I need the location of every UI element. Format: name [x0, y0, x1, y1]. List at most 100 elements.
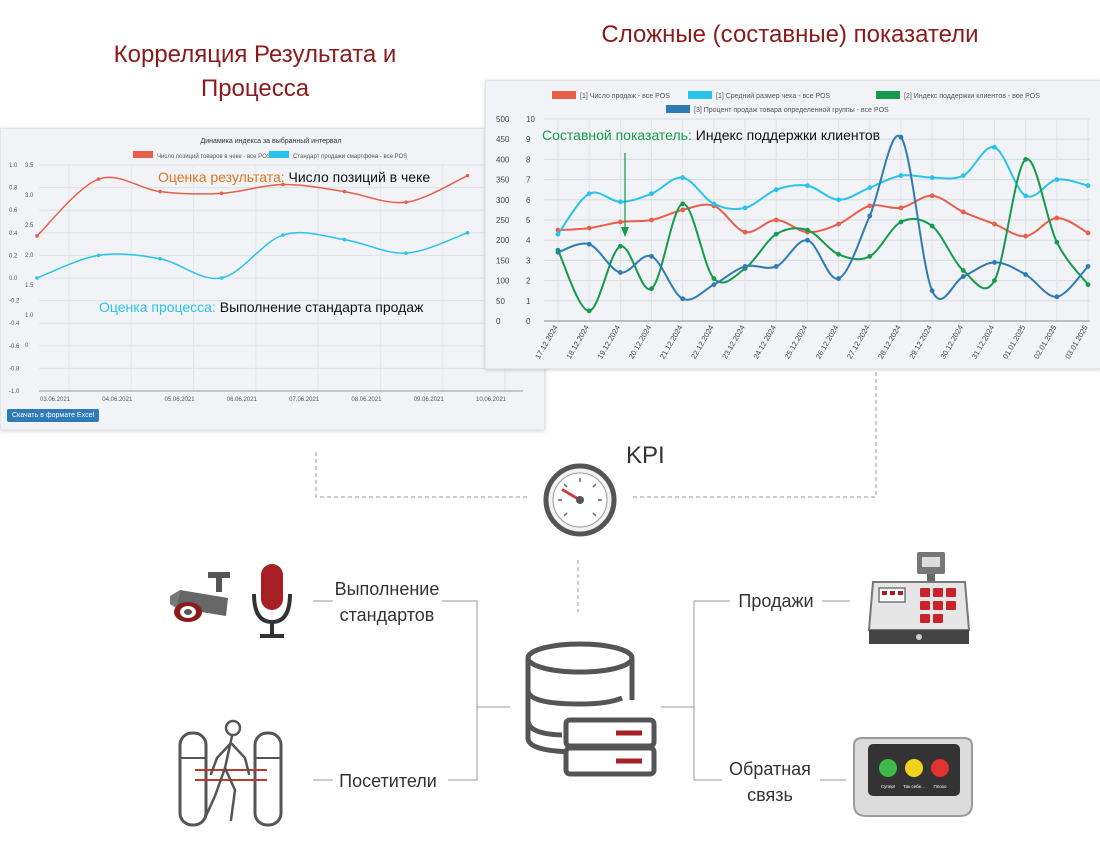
chart1-point-1 — [465, 231, 470, 235]
chart2-series-line-0 — [557, 194, 1089, 238]
chart2-left-tick-label: 350 — [496, 176, 510, 185]
feedback-button-label-2: Так себе... — [903, 784, 925, 789]
composite-annotation-prefix: Составной показатель: — [542, 127, 692, 143]
chart2-point-0 — [742, 229, 748, 235]
chart2-x-tick-label: 21.12.2024 — [658, 324, 685, 361]
chart2-point-3 — [586, 241, 592, 247]
chart2-point-0 — [586, 225, 592, 231]
chart2-point-1 — [805, 183, 810, 189]
chart2-right-tick-label: 8 — [526, 155, 531, 164]
right-heading: Сложные (составные) показатели — [601, 21, 979, 48]
chart2-legend-swatch-2 — [876, 91, 900, 99]
chart2-legend-label-3: [3] Процент продаж товара определенной г… — [694, 106, 889, 114]
chart1-point-0 — [281, 182, 285, 187]
chart1-right-tick-label: 0 — [25, 343, 29, 349]
chart2-right-tick-label: 7 — [526, 176, 531, 185]
chart2-right-tick-label: 2 — [526, 277, 531, 286]
chart2-x-tick-label: 22.12.2024 — [689, 324, 716, 361]
feedback-button-label-1: Супер! — [881, 784, 895, 789]
chart2-x-tick-label: 18.12.2024 — [564, 324, 591, 361]
chart2-point-3 — [1085, 264, 1091, 269]
feedback-terminal-icon: Супер! Так себе... Плохо — [853, 737, 973, 817]
chart2-point-3 — [617, 270, 623, 275]
cash-register-icon — [867, 552, 971, 644]
chart2-left-tick-label: 450 — [496, 135, 510, 144]
chart1-point-0 — [96, 177, 101, 181]
chart2-series-line-3 — [557, 134, 1089, 301]
chart2-legend-swatch-0 — [552, 91, 576, 99]
chart2-point-3 — [992, 260, 997, 265]
chart2-point-0 — [867, 203, 873, 209]
chart2-right-tick-label: 4 — [526, 236, 531, 245]
composite-annotation: Составной показатель: Индекс поддержки к… — [542, 127, 880, 143]
chart2-point-0 — [773, 217, 779, 223]
chart2-point-3 — [773, 264, 779, 269]
chart2-point-2 — [867, 253, 873, 259]
download-excel-button[interactable]: Скачать в формате Excel — [7, 409, 100, 422]
chart2-point-1 — [617, 199, 623, 205]
chart1-point-1 — [35, 276, 39, 280]
chart1-point-0 — [35, 234, 39, 238]
chart2-point-1 — [898, 173, 904, 178]
chart1-left-tick-label: -0.8 — [9, 366, 20, 372]
chart2-point-3 — [649, 253, 654, 259]
chart1-x-tick-label: 04.06.2021 — [102, 397, 133, 403]
process-annotation: Оценка процесса: Выполнение стандарта пр… — [99, 299, 423, 315]
chart2-x-tick-label: 28.12.2024 — [876, 324, 903, 361]
chart2-point-1 — [742, 205, 748, 211]
chart1-point-0 — [342, 189, 347, 194]
chart2-legend-label-0: [1] Число продаж - все POS — [580, 93, 670, 100]
right-chart-panel: [1] Число продаж - все POS [1] Средний ра… — [485, 80, 1100, 369]
composite-annotation-arrowhead — [621, 227, 629, 237]
chart1-x-tick-label: 07.06.2021 — [289, 397, 320, 403]
chart2-point-2 — [680, 201, 686, 207]
chart2-x-tick-label: 17.12.2024 — [533, 324, 560, 361]
chart1-left-tick-label: 0.6 — [9, 208, 18, 214]
process-annotation-text: Выполнение стандарта продаж — [219, 299, 424, 315]
chart2-point-0 — [617, 219, 623, 225]
chart1-point-1 — [219, 276, 224, 280]
chart1-x-tick-label: 06.06.2021 — [227, 397, 258, 403]
chart2-point-2 — [898, 219, 904, 225]
chart2-left-tick-label: 150 — [496, 256, 510, 265]
chart1-point-1 — [281, 233, 285, 237]
chart1-legend-label-1: Стандарт продажи смартфона - все POS — [293, 154, 407, 160]
chart2-x-tick-label: 25.12.2024 — [783, 324, 810, 361]
chart2-right-tick-label: 5 — [526, 216, 531, 225]
chart2-point-1 — [680, 175, 686, 180]
chart1-point-0 — [404, 200, 408, 204]
chart2-point-3 — [680, 296, 686, 302]
chart1-series-line-1 — [36, 231, 468, 280]
feedback-label: Обратная связь — [729, 759, 811, 805]
chart2-x-tick-label: 23.12.2024 — [720, 324, 747, 361]
chart1-point-0 — [158, 189, 162, 194]
chart2-x-tick-label: 20.12.2024 — [627, 324, 654, 361]
chart2-legend-label-2: [2] Индекс поддержки клиентов - все POS — [904, 93, 1040, 100]
left-chart: Динамика индекса за выбранный интервал Чи… — [9, 137, 523, 403]
chart2-point-3 — [898, 134, 904, 140]
chart2-point-3 — [1054, 294, 1060, 300]
chart1-left-tick-label: 0.0 — [9, 276, 18, 282]
chart1-left-tick-label: 0.8 — [9, 186, 18, 192]
chart2-point-1 — [1023, 193, 1029, 199]
chart1-right-tick-label: 2.0 — [25, 253, 34, 259]
chart2-point-2 — [1085, 282, 1091, 288]
chart2-point-1 — [992, 144, 997, 150]
chart1-right-tick-label: 2.5 — [25, 223, 34, 229]
result-annotation-prefix: Оценка результата: — [158, 169, 285, 185]
chart1-point-0 — [219, 191, 224, 196]
chart2-point-0 — [649, 217, 654, 223]
chart1-point-1 — [342, 237, 347, 242]
chart2-point-0 — [836, 221, 841, 227]
chart2-series-line-1 — [557, 146, 1089, 235]
chart1-point-1 — [404, 251, 408, 255]
chart1-left-tick-label: -0.2 — [9, 299, 20, 305]
chart2-legend-swatch-3 — [666, 105, 690, 113]
chart2-point-1 — [1085, 183, 1091, 189]
chart2-point-2 — [805, 227, 810, 233]
chart2-point-3 — [711, 282, 717, 288]
chart2-point-3 — [867, 213, 873, 219]
chart2-series-line-2 — [557, 158, 1089, 312]
chart2-point-1 — [929, 175, 935, 180]
chart2-point-3 — [1023, 272, 1029, 277]
